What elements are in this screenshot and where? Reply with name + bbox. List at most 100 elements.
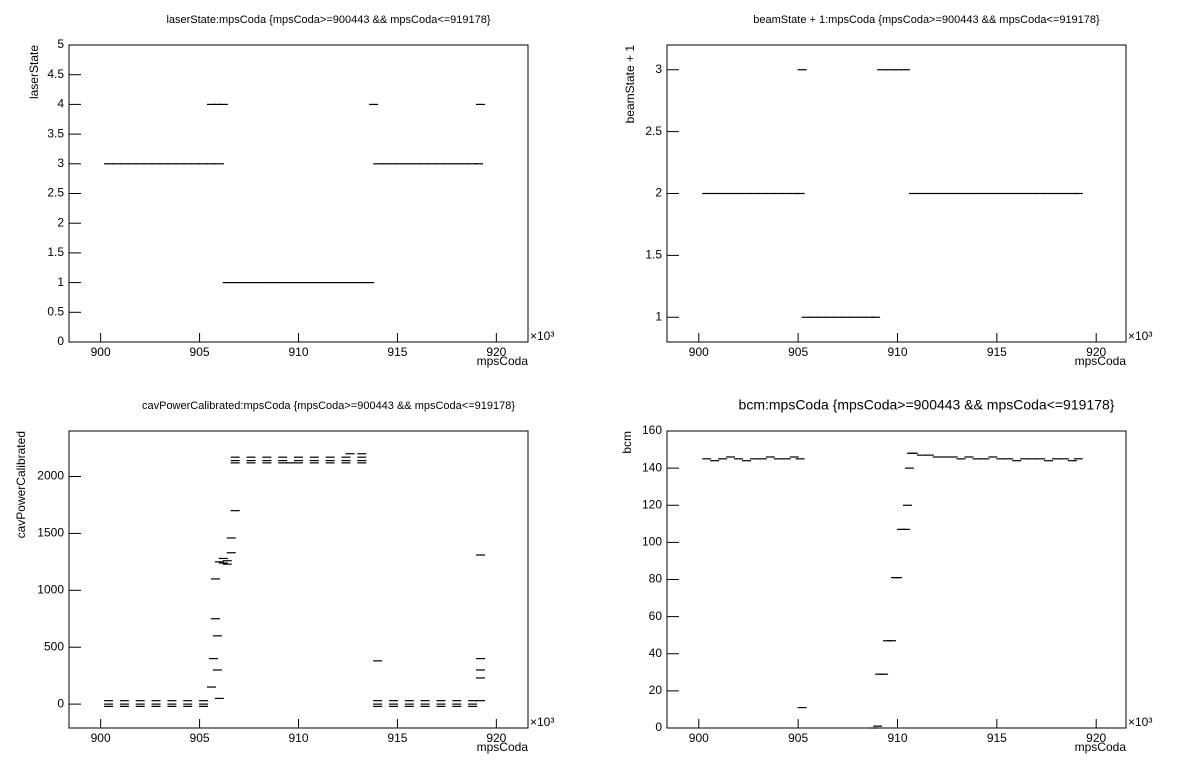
point [452,163,462,165]
x-tick-label: 915 [987,731,1007,745]
point [246,462,256,464]
point [702,192,712,195]
point [222,282,232,284]
point [825,316,835,318]
point [734,458,744,460]
y-tick-label: 0 [655,720,662,734]
point [996,458,1006,460]
x-tick-label: 920 [486,345,506,359]
point [1067,460,1077,462]
point [214,697,224,700]
point [309,462,319,464]
point [757,458,767,460]
x-tick-label: 905 [788,345,808,359]
point [436,703,446,705]
chart-panel: laserState:mpsCoda {mpsCoda>=900443 && m… [27,14,554,368]
point [789,192,799,195]
point [135,705,145,707]
point [404,163,414,165]
point [309,459,319,462]
y-tick-label: 60 [649,609,663,623]
point [879,673,889,675]
point [127,163,137,165]
y-axis-title: bcm [620,431,634,454]
point [877,69,887,71]
x-tick-label: 910 [887,731,907,745]
plot-frame [68,430,529,729]
y-tick-label: 100 [642,535,662,549]
y-tick-label: 80 [649,572,663,586]
point [468,700,478,702]
point [734,192,744,195]
point [795,192,805,195]
point [996,192,1006,195]
point [238,282,248,284]
point [1028,192,1038,195]
y-tick-label: 160 [642,423,662,437]
point [710,192,720,195]
x-multiplier: ×10³ [530,329,554,343]
point [476,677,486,679]
point [1051,192,1061,195]
y-tick-label: 1 [655,309,662,323]
point [809,316,819,318]
point [420,163,430,165]
point [167,700,177,702]
y-tick-label: 0 [57,334,64,348]
point [388,163,398,165]
point [357,462,367,464]
x-tick-label: 905 [190,345,210,359]
point [325,459,335,462]
point [210,578,220,580]
point [892,69,902,71]
point [773,458,783,460]
point [948,456,958,458]
point [1020,458,1030,460]
point [212,669,222,671]
x-tick-label: 900 [689,731,709,745]
point [373,703,383,705]
point [262,282,272,284]
point [167,705,177,707]
x-multiplier: ×10³ [1128,715,1152,729]
x-axis-title: mpsCoda [1075,354,1127,368]
point [900,528,910,530]
point [726,192,736,195]
point [412,163,422,165]
point [1036,192,1046,195]
point [1004,192,1014,195]
point [333,282,343,284]
point [206,686,216,688]
x-tick-label: 910 [887,345,907,359]
point [357,459,367,462]
point [718,192,728,195]
point [916,454,926,456]
point [246,282,256,284]
point [373,163,383,165]
point [460,163,470,165]
point [341,456,351,458]
point [357,282,367,284]
point [476,700,486,702]
point [230,462,240,464]
point [325,282,335,284]
x-tick-label: 900 [91,345,111,359]
point [980,192,990,195]
point [222,560,232,562]
point [452,700,462,702]
point [476,554,486,556]
point [932,192,942,195]
point [373,700,383,702]
point [940,192,950,195]
point [119,703,129,705]
point [468,163,478,165]
point [797,69,807,71]
point [345,453,355,455]
point [476,103,486,105]
point [246,459,256,462]
point [286,282,296,284]
point [191,163,201,165]
point [428,163,438,165]
point [212,635,222,637]
point [159,163,169,165]
